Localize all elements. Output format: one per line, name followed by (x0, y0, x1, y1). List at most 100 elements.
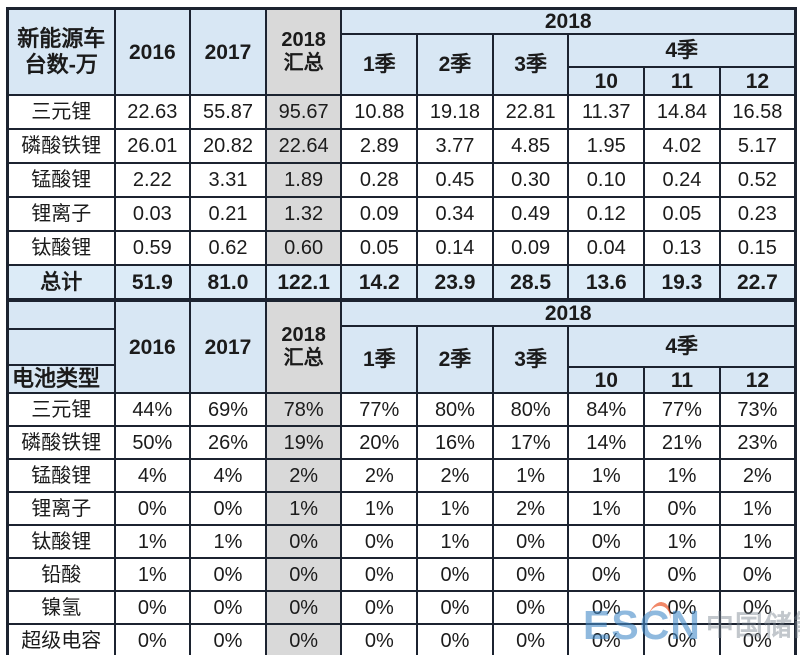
value-cell: 1% (113, 557, 192, 593)
value-cell: 0% (718, 557, 797, 593)
col-header-q1: 1季 (340, 33, 419, 97)
value-cell: 0.30 (491, 162, 570, 199)
col-header-2017: 2017 (189, 299, 267, 395)
value-cell: 2.22 (113, 162, 192, 199)
value-cell: 0% (567, 590, 646, 626)
value-cell: 0% (113, 590, 192, 626)
value-cell: 4.85 (491, 128, 570, 165)
value-cell: 1% (113, 524, 192, 560)
value-cell: 22.81 (491, 94, 570, 131)
value-cell: 0% (189, 623, 267, 655)
value-cell: 19% (264, 425, 343, 461)
row-label: 磷酸铁锂 (6, 425, 116, 461)
row-label: 钛酸锂 (6, 230, 116, 267)
value-cell: 1% (643, 524, 721, 560)
value-cell: 26% (189, 425, 267, 461)
value-cell: 122.1 (264, 264, 343, 301)
col-header-month-12: 12 (718, 66, 797, 97)
battery-share-table: 电池类型 2016 2017 2018 汇总 2018 1季 2季 3季 4季 … (6, 299, 797, 655)
value-cell: 2% (491, 491, 570, 527)
value-cell: 2% (416, 458, 494, 494)
value-cell: 0.24 (643, 162, 721, 199)
table-row: 锰酸锂 2.22 3.31 1.89 0.28 0.45 0.30 0.10 0.24 0.52 (6, 162, 797, 199)
nev-units-table: 新能源车 台数-万 2016 2017 2018 汇总 2018 1季 2季 3… (6, 7, 797, 302)
value-cell: 19.18 (416, 94, 494, 131)
value-cell: 11.37 (567, 94, 646, 131)
value-cell: 0% (189, 590, 267, 626)
col-header-month-11: 11 (643, 66, 721, 97)
value-cell: 0% (643, 590, 721, 626)
value-cell: 1% (416, 491, 494, 527)
value-cell: 22.64 (264, 128, 343, 165)
value-cell: 2% (340, 458, 419, 494)
value-cell: 0% (491, 590, 570, 626)
value-cell: 1% (189, 524, 267, 560)
value-cell: 1% (643, 458, 721, 494)
table-row: 铅酸 1% 0% 0% 0% 0% 0% 0% 0% 0% (6, 557, 797, 593)
value-cell: 16.58 (718, 94, 797, 131)
value-cell: 0.23 (718, 196, 797, 233)
table-row: 超级电容 0% 0% 0% 0% 0% 0% 0% 0% 0% (6, 623, 797, 655)
value-cell: 0.21 (189, 196, 267, 233)
table1-corner-line1: 新能源车 (17, 26, 106, 52)
row-label: 锂离子 (6, 491, 116, 527)
row-label: 超级电容 (6, 623, 116, 655)
value-cell: 1% (718, 524, 797, 560)
col-header-2018-total-line2: 汇总 (283, 52, 324, 75)
value-cell: 0% (264, 590, 343, 626)
value-cell: 22.7 (718, 264, 797, 301)
col-header-2017: 2017 (189, 7, 267, 97)
value-cell: 77% (643, 392, 721, 428)
table2-corner-empty-strip-1 (9, 303, 113, 331)
total-row: 总计 51.9 81.0 122.1 14.2 23.9 28.5 13.6 19.3 22.7 (6, 264, 797, 301)
table-row: 锰酸锂 4% 4% 2% 2% 2% 1% 1% 1% 2% (6, 458, 797, 494)
value-cell: 50% (113, 425, 192, 461)
row-label: 锰酸锂 (6, 458, 116, 494)
row-label: 锰酸锂 (6, 162, 116, 199)
value-cell: 0.12 (567, 196, 646, 233)
col-header-q4: 4季 (567, 325, 797, 369)
value-cell: 0% (340, 524, 419, 560)
value-cell: 81.0 (189, 264, 267, 301)
value-cell: 0.28 (340, 162, 419, 199)
value-cell: 28.5 (491, 264, 570, 301)
value-cell: 0% (416, 623, 494, 655)
value-cell: 0.60 (264, 230, 343, 267)
col-header-2018-total: 2018 汇总 (264, 7, 343, 97)
table-row: 钛酸锂 0.59 0.62 0.60 0.05 0.14 0.09 0.04 0.13 0.15 (6, 230, 797, 267)
value-cell: 10.88 (340, 94, 419, 131)
value-cell: 0.04 (567, 230, 646, 267)
value-cell: 1% (567, 491, 646, 527)
table2-corner-header: 电池类型 (6, 299, 116, 395)
value-cell: 80% (416, 392, 494, 428)
value-cell: 0.10 (567, 162, 646, 199)
value-cell: 44% (113, 392, 192, 428)
value-cell: 23% (718, 425, 797, 461)
value-cell: 2% (718, 458, 797, 494)
value-cell: 26.01 (113, 128, 192, 165)
value-cell: 5.17 (718, 128, 797, 165)
group-header-2018: 2018 (340, 7, 797, 36)
value-cell: 0.34 (416, 196, 494, 233)
value-cell: 78% (264, 392, 343, 428)
value-cell: 1% (416, 524, 494, 560)
value-cell: 1.32 (264, 196, 343, 233)
value-cell: 0.05 (340, 230, 419, 267)
value-cell: 0% (113, 623, 192, 655)
table1-body: 三元锂 22.63 55.87 95.67 10.88 19.18 22.81 11.37 14… (6, 94, 797, 301)
value-cell: 0% (643, 491, 721, 527)
table1-corner-line2: 台数-万 (24, 52, 98, 78)
row-label: 铅酸 (6, 557, 116, 593)
table-row: 锂离子 0.03 0.21 1.32 0.09 0.34 0.49 0.12 0.05 0.23 (6, 196, 797, 233)
table-row: 三元锂 44% 69% 78% 77% 80% 80% 84% 77% 73% (6, 392, 797, 428)
value-cell: 1.95 (567, 128, 646, 165)
value-cell: 4% (189, 458, 267, 494)
value-cell: 1.89 (264, 162, 343, 199)
value-cell: 0% (340, 623, 419, 655)
value-cell: 0.09 (491, 230, 570, 267)
value-cell: 0% (189, 491, 267, 527)
value-cell: 0.62 (189, 230, 267, 267)
value-cell: 0.05 (643, 196, 721, 233)
value-cell: 1% (264, 491, 343, 527)
value-cell: 0.14 (416, 230, 494, 267)
